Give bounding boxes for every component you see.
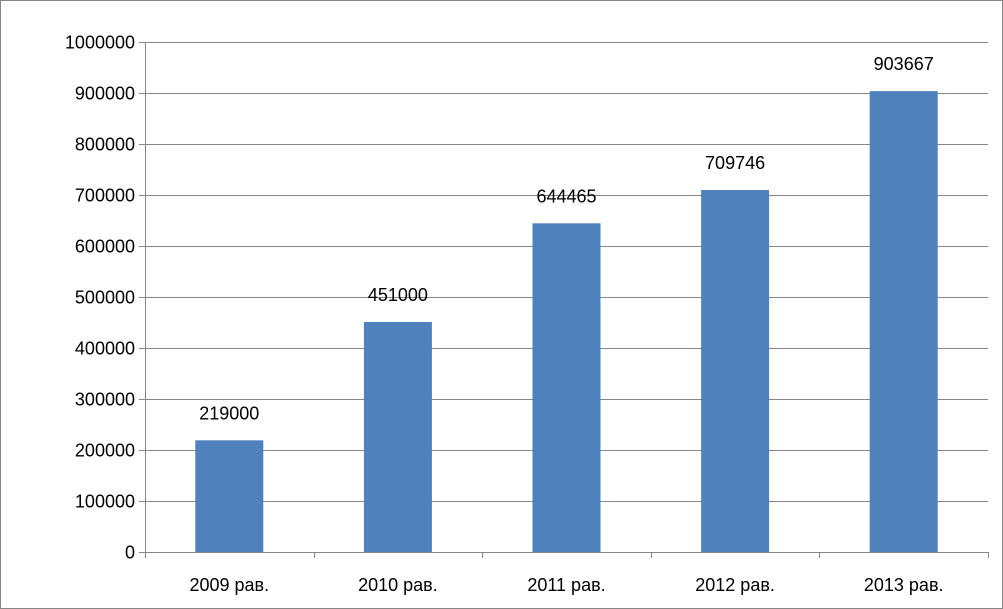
y-tick-label: 1000000 xyxy=(65,33,135,53)
data-label: 219000 xyxy=(199,403,259,423)
data-label: 903667 xyxy=(874,54,934,74)
y-tick-label: 0 xyxy=(125,543,135,563)
bars xyxy=(195,91,938,553)
y-tick-label: 600000 xyxy=(75,237,135,257)
y-tick-label: 400000 xyxy=(75,339,135,359)
axes xyxy=(139,42,989,558)
x-tick-label: 2010 рав. xyxy=(358,575,438,595)
x-tick-label: 2012 рав. xyxy=(695,575,775,595)
bar xyxy=(532,223,601,552)
labels: 0 100000 200000 300000 400000 500000 600000 700… xyxy=(65,33,944,596)
y-tick-label: 800000 xyxy=(75,135,135,155)
y-tick-label: 300000 xyxy=(75,390,135,410)
y-tick-label: 700000 xyxy=(75,186,135,206)
bar xyxy=(195,440,264,552)
x-tick-label: 2013 рав. xyxy=(864,575,944,595)
y-tick-label: 500000 xyxy=(75,288,135,308)
data-label: 451000 xyxy=(368,285,428,305)
y-tick-label: 100000 xyxy=(75,492,135,512)
bar xyxy=(363,321,432,552)
y-tick-label: 200000 xyxy=(75,441,135,461)
bar xyxy=(701,190,770,552)
x-tick-label: 2011 рав. xyxy=(527,575,605,595)
y-tick-label: 900000 xyxy=(75,84,135,104)
x-tick-label: 2009 рав. xyxy=(189,575,269,595)
bar xyxy=(869,91,938,553)
data-label: 644465 xyxy=(536,186,596,206)
data-label: 709746 xyxy=(705,153,765,173)
